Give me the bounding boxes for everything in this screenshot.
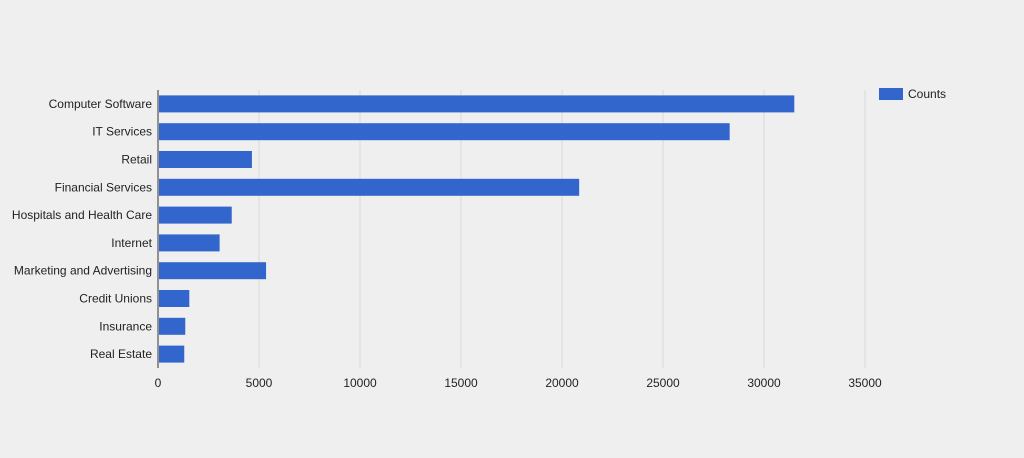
category-label: IT Services: [92, 125, 152, 139]
legend-swatch-counts: [879, 88, 903, 100]
bar[interactable]: [159, 262, 267, 280]
bar[interactable]: [159, 345, 185, 363]
x-tick-label: 25000: [646, 376, 680, 390]
bar[interactable]: [159, 234, 220, 252]
category-label: Hospitals and Health Care: [12, 208, 152, 222]
category-label: Insurance: [99, 319, 152, 333]
bar[interactable]: [159, 290, 190, 307]
bars: [159, 95, 795, 363]
category-label: Retail: [121, 153, 152, 167]
legend[interactable]: Counts: [879, 87, 946, 101]
x-tick-label: 0: [155, 376, 162, 390]
bar[interactable]: [159, 151, 252, 168]
x-tick-label: 15000: [444, 376, 478, 390]
category-labels: Computer Software IT Services Retail Financ…: [12, 97, 153, 361]
x-tick-label: 5000: [246, 376, 273, 390]
bar[interactable]: [159, 123, 730, 141]
bar[interactable]: [159, 206, 232, 224]
legend-label-counts: Counts: [908, 87, 946, 101]
bar[interactable]: [159, 95, 795, 113]
category-label: Credit Unions: [79, 292, 152, 306]
x-tick-label: 35000: [848, 376, 882, 390]
bar[interactable]: [159, 317, 186, 335]
category-label: Internet: [111, 236, 152, 250]
category-label: Financial Services: [55, 180, 152, 194]
category-label: Computer Software: [49, 97, 153, 111]
x-tick-labels: 0 5000 10000 15000 20000 25000 30000 35000: [155, 376, 882, 390]
bar[interactable]: [159, 178, 580, 196]
x-tick-label: 30000: [747, 376, 781, 390]
x-tick-label: 20000: [545, 376, 579, 390]
x-tick-label: 10000: [343, 376, 377, 390]
category-label: Real Estate: [90, 347, 152, 361]
category-label: Marketing and Advertising: [14, 264, 152, 278]
